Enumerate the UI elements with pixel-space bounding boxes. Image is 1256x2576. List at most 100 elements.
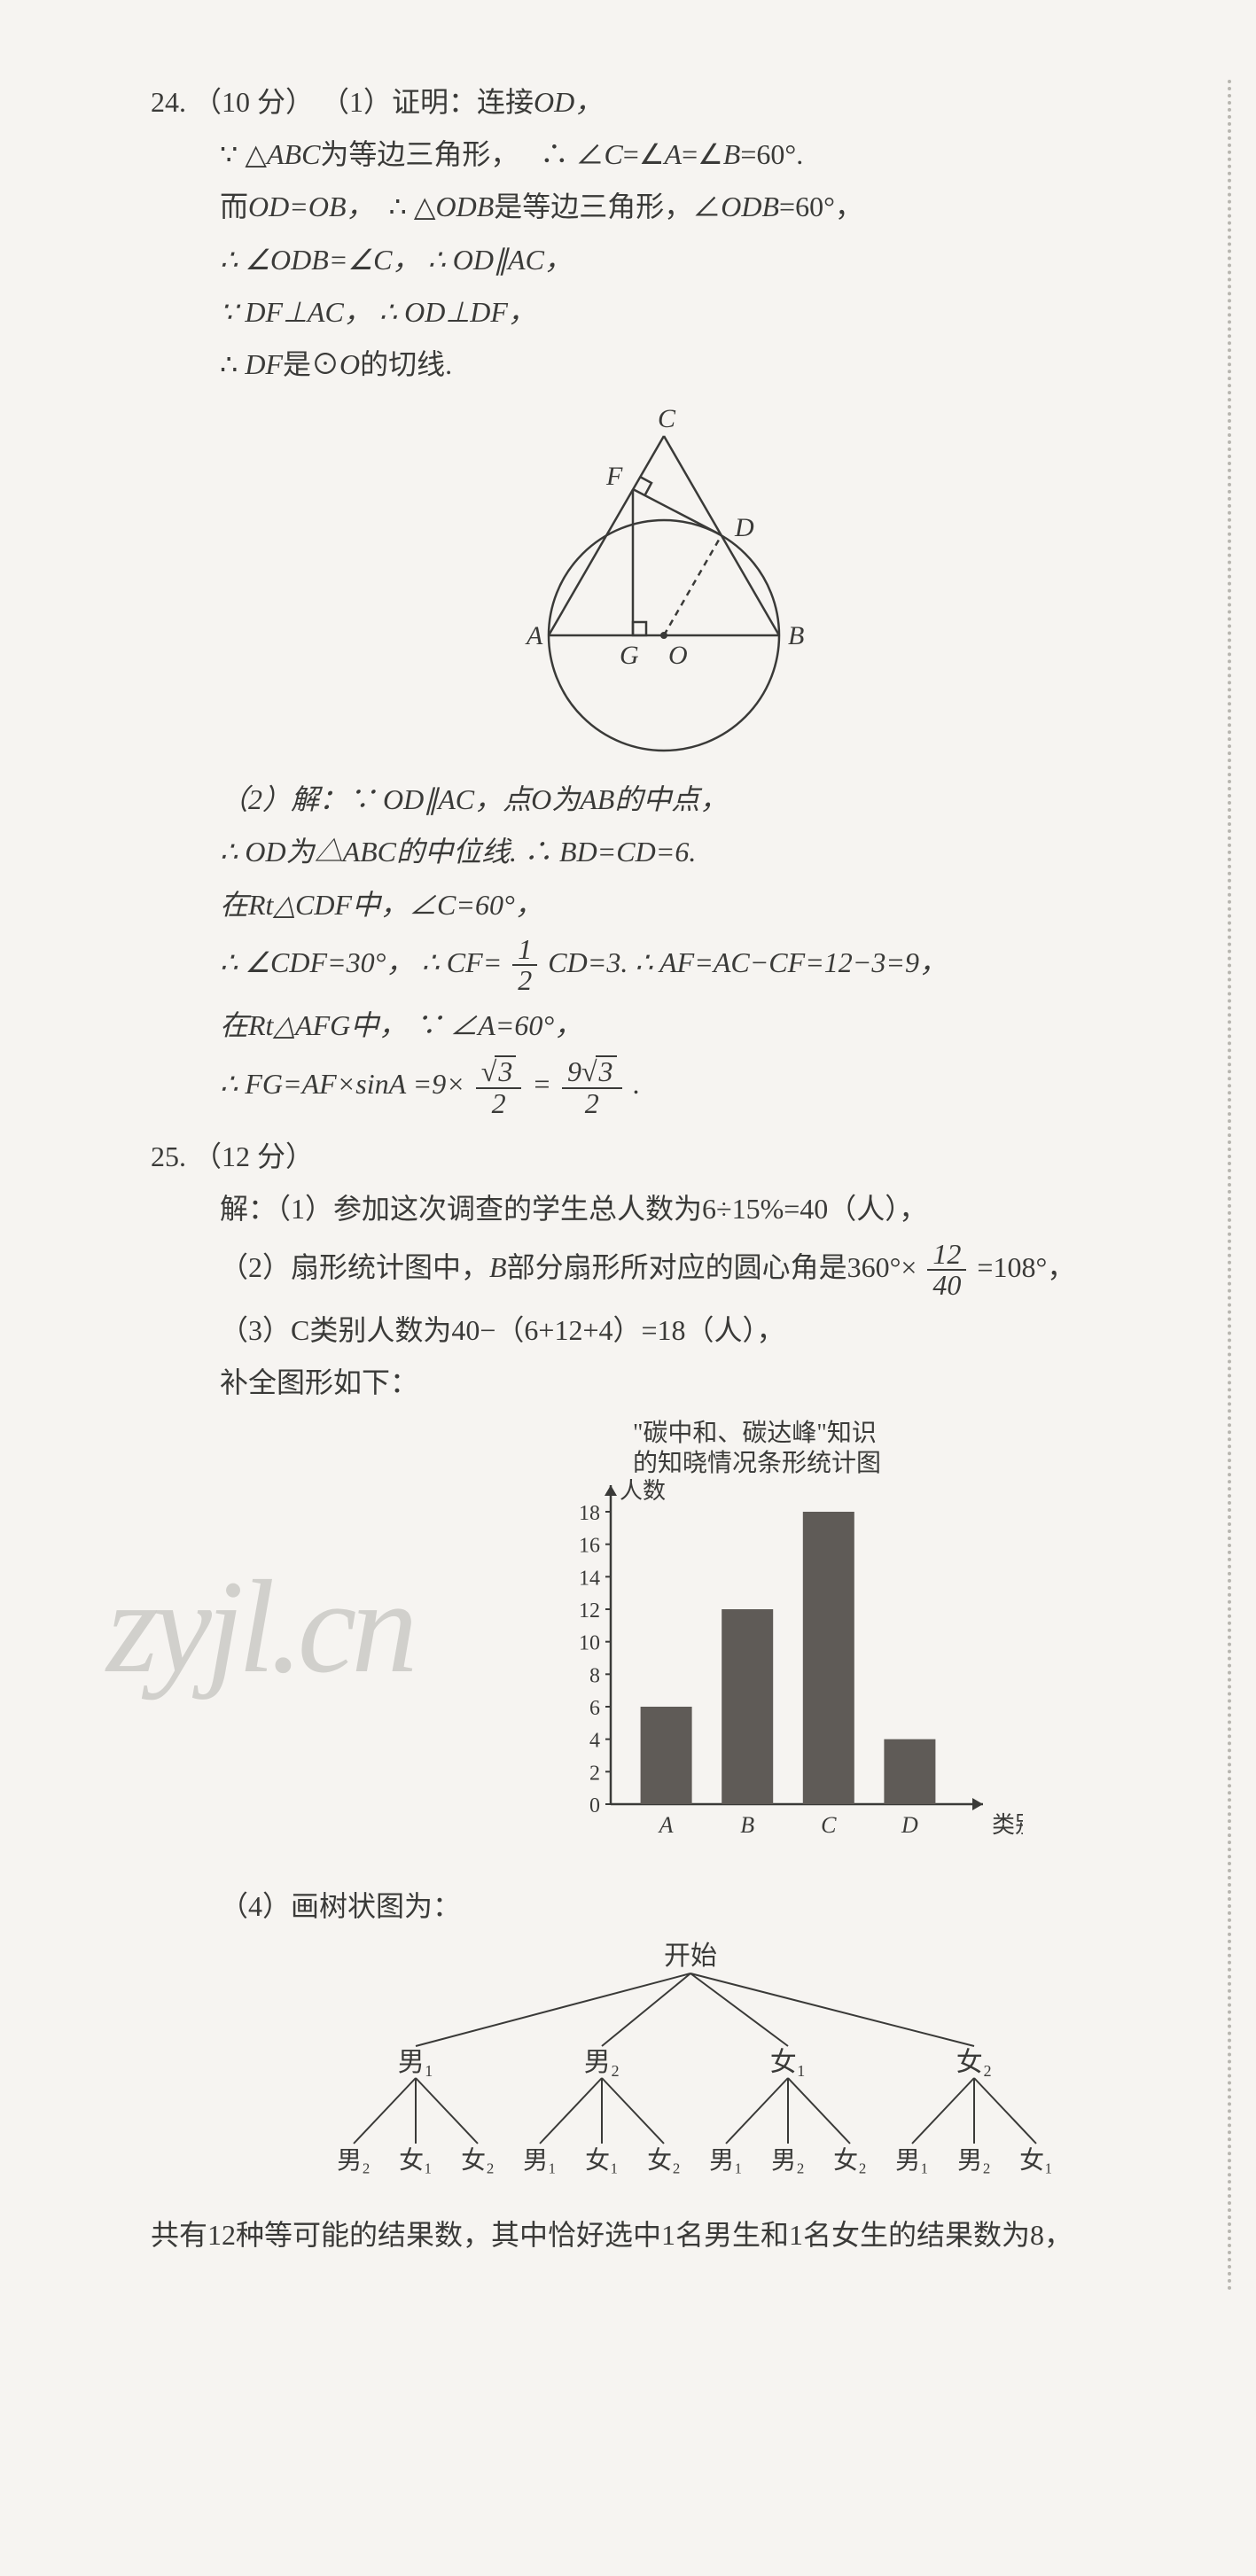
- svg-text:8: 8: [589, 1665, 600, 1688]
- txt: 为等边三角形，: [320, 138, 519, 170]
- txt: ODB: [435, 191, 494, 222]
- right-border-decoration: [1228, 80, 1231, 2292]
- txt: B: [489, 1251, 507, 1283]
- svg-text:女₁: 女₁: [769, 2048, 805, 2077]
- svg-text:"碳中和、碳达峰"知识: "碳中和、碳达峰"知识: [633, 1419, 877, 1447]
- q25-l5: （4）画树状图为：: [151, 1884, 1176, 1929]
- q25-points: （12 分）: [193, 1140, 314, 1172]
- txt: =∠: [682, 138, 723, 170]
- q24-p2-l3: 在Rt△CDF中，∠C=60°，: [151, 883, 1176, 928]
- txt: B: [723, 138, 741, 170]
- txt: OD=OB，: [248, 191, 374, 222]
- fraction-12-40: 12 40: [927, 1240, 966, 1301]
- svg-text:6: 6: [589, 1697, 600, 1720]
- svg-text:2: 2: [589, 1763, 600, 1786]
- fraction-9sqrt3-2: 9√3 2: [562, 1055, 622, 1118]
- den: 2: [512, 964, 537, 996]
- txt: =60°.: [740, 138, 803, 170]
- svg-text:女₁: 女₁: [585, 2146, 619, 2175]
- label-C: C: [658, 404, 676, 433]
- svg-text:女₂: 女₂: [956, 2048, 991, 2077]
- svg-text:B: B: [740, 1812, 754, 1838]
- svg-text:女₂: 女₂: [833, 2146, 867, 2175]
- tree-diagram-container: 开始男₁男₂女₁女₂男₂男₁女₁女₂女₁男₁男₂女₂女₂男₁男₂女₁: [204, 1938, 1176, 2204]
- svg-text:4: 4: [589, 1730, 600, 1753]
- txt: =108°，: [977, 1251, 1075, 1283]
- txt: ∴ ∠CDF=30°， ∴ CF=: [220, 946, 502, 978]
- svg-text:女₂: 女₂: [461, 2146, 495, 2175]
- svg-text:男₁: 男₁: [895, 2147, 929, 2175]
- q24-line5: ∴ DF是⊙O的切线.: [151, 342, 1176, 387]
- q25-number: 25.: [151, 1140, 186, 1172]
- label-A: A: [525, 621, 543, 650]
- nine: 9: [567, 1055, 581, 1087]
- svg-text:男₁: 男₁: [709, 2147, 743, 2175]
- svg-text:人数: 人数: [620, 1478, 666, 1504]
- q25-l1: 解：（1）参加这次调查的学生总人数为6÷15%=40（人），: [151, 1187, 1176, 1232]
- label-F: F: [605, 462, 623, 491]
- txt: （2）扇形统计图中，: [220, 1251, 489, 1283]
- geometry-figure: A B C D F G O: [478, 396, 850, 768]
- txt: 是⊙: [283, 348, 339, 380]
- txt: .: [633, 1068, 640, 1100]
- q24-line3: ∴ ∠ODB=∠C， ∴ OD∥AC，: [151, 237, 1176, 283]
- q24-line4: ∵ DF⊥AC， ∴ OD⊥DF，: [151, 290, 1176, 335]
- q24-p2-l1: （2）解：∵ OD∥AC，点O为AB的中点，: [151, 777, 1176, 822]
- num: 1: [512, 935, 537, 965]
- svg-text:的知晓情况条形统计图: 的知晓情况条形统计图: [633, 1449, 881, 1477]
- txt: ∴ △: [389, 191, 436, 222]
- num: √3: [476, 1055, 522, 1087]
- q24-number: 24.: [151, 86, 186, 118]
- svg-text:男₁: 男₁: [523, 2147, 557, 2175]
- svg-text:男₁: 男₁: [397, 2048, 433, 2077]
- txt: =∠: [623, 138, 665, 170]
- sqrt-3: 3: [495, 1055, 516, 1087]
- q25-l3: （3）C类别人数为40−（6+12+4）=18（人），: [151, 1308, 1176, 1353]
- q24-p2-l5: 在Rt△AFG中， ∵ ∠A=60°，: [151, 1003, 1176, 1048]
- svg-text:16: 16: [579, 1535, 600, 1558]
- q24-points: （10 分）: [193, 86, 314, 118]
- svg-text:男₂: 男₂: [583, 2048, 619, 2077]
- q24-line2: 而OD=OB， ∴ △ODB是等边三角形，∠ODB=60°，: [151, 184, 1176, 230]
- den: 2: [476, 1087, 522, 1119]
- center-dot: [660, 632, 667, 639]
- text-OD: OD，: [534, 86, 603, 118]
- q24-p2-l4: ∴ ∠CDF=30°， ∴ CF= 1 2 CD=3. ∴ AF=AC−CF=1…: [151, 935, 1176, 996]
- svg-text:12: 12: [579, 1599, 600, 1623]
- svg-text:A: A: [657, 1812, 673, 1838]
- bar-chart-container: zyjl.cn "碳中和、碳达峰"知识的知晓情况条形统计图人数024681012…: [372, 1414, 1176, 1875]
- svg-text:C: C: [821, 1812, 837, 1838]
- den: 2: [562, 1087, 622, 1119]
- label-B: B: [788, 621, 804, 650]
- txt: 的切线.: [360, 348, 452, 380]
- svg-text:D: D: [901, 1812, 918, 1838]
- svg-text:男₂: 男₂: [337, 2147, 371, 2175]
- txt: DF: [245, 348, 283, 380]
- fraction-sqrt3-2: √3 2: [476, 1055, 522, 1118]
- txt: ODB: [721, 191, 779, 222]
- q24-line1: ∵ △ABC为等边三角形， ∴ ∠C=∠A=∠B=60°.: [151, 132, 1176, 177]
- txt: CD=3. ∴ AF=AC−CF=12−3=9，: [548, 946, 948, 978]
- svg-text:0: 0: [589, 1794, 600, 1817]
- txt: 而: [220, 191, 248, 222]
- svg-text:男₂: 男₂: [957, 2147, 991, 2175]
- txt: ∴ FG=AF×sinA =9×: [220, 1068, 465, 1100]
- watermark-1: zyjl.cn: [106, 1521, 412, 1733]
- q24-p2-l2: ∴ OD为△ABC的中位线. ∴ BD=CD=6.: [151, 829, 1176, 875]
- q24-p2-l6: ∴ FG=AF×sinA =9× √3 2 = 9√3 2 .: [151, 1055, 1176, 1118]
- svg-text:女₁: 女₁: [399, 2146, 433, 2175]
- q25-l2: （2）扇形统计图中，B部分扇形所对应的圆心角是360°× 12 40 =108°…: [151, 1240, 1176, 1301]
- svg-text:14: 14: [579, 1568, 600, 1591]
- label-G: G: [620, 641, 639, 670]
- q25-l6: 共有12种等可能的结果数，其中恰好选中1名男生和1名女生的结果数为8，: [151, 2213, 1176, 2258]
- q25-header: 25. （12 分）: [151, 1134, 1176, 1179]
- svg-text:类别: 类别: [992, 1812, 1023, 1838]
- svg-text:女₂: 女₂: [647, 2146, 681, 2175]
- tree-diagram: 开始男₁男₂女₁女₂男₂男₁女₁女₂女₁男₁男₂女₂女₂男₁男₂女₁: [247, 1938, 1134, 2204]
- txt: C: [604, 138, 622, 170]
- txt: 是等边三角形，∠: [494, 191, 721, 222]
- fraction-half: 1 2: [512, 935, 537, 996]
- label-O: O: [668, 641, 688, 670]
- svg-text:男₂: 男₂: [771, 2147, 805, 2175]
- svg-text:10: 10: [579, 1632, 600, 1655]
